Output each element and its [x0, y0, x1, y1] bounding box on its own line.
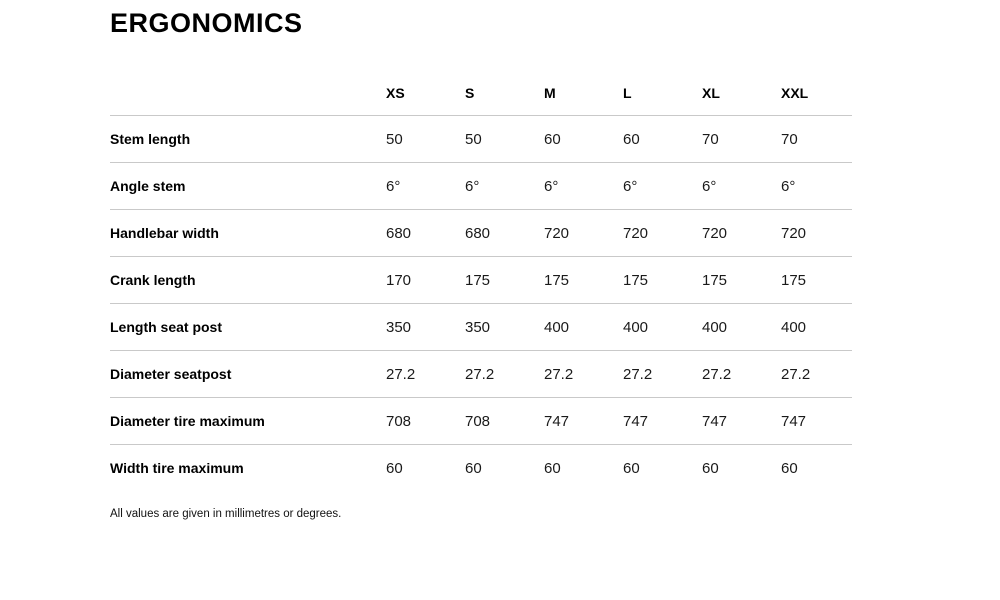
- cell-value: 720: [544, 209, 623, 257]
- footnote: All values are given in millimetres or d…: [110, 507, 342, 520]
- cell-value: 70: [702, 115, 781, 163]
- table-row: Angle stem 6° 6° 6° 6° 6° 6°: [110, 162, 852, 210]
- table-row: Handlebar width 680 680 720 720 720 720: [110, 209, 852, 257]
- cell-value: 6°: [702, 162, 781, 210]
- cell-value: 60: [386, 459, 403, 477]
- cell-value: 6°: [781, 162, 852, 210]
- cell-value: 6°: [623, 162, 702, 210]
- row-label: Handlebar width: [110, 209, 386, 257]
- cell-value: 60: [781, 459, 798, 477]
- cell-value: 60: [544, 115, 623, 163]
- row-label: Stem length: [110, 115, 386, 163]
- row-label: Diameter tire maximum: [110, 397, 386, 445]
- cell-value: 6°: [465, 162, 544, 210]
- cell-value: 400: [623, 303, 702, 351]
- cell-value: 175: [544, 256, 623, 304]
- cell-value: 27.2: [544, 350, 623, 398]
- cell-value: 50: [465, 115, 544, 163]
- row-label: Diameter seatpost: [110, 350, 386, 398]
- cell-value: 70: [781, 115, 852, 163]
- cell-value: 708: [386, 397, 465, 445]
- cell-value: 720: [623, 209, 702, 257]
- page-title: ERGONOMICS: [110, 8, 303, 38]
- cell-value: 720: [781, 209, 852, 257]
- header-empty-cell: [110, 70, 386, 116]
- cell-value: 175: [781, 256, 852, 304]
- cell-value: 400: [702, 303, 781, 351]
- cell-value: 27.2: [702, 350, 781, 398]
- column-header: L: [623, 70, 702, 116]
- row-label: Crank length: [110, 256, 386, 304]
- ergonomics-section: ERGONOMICS XS S M L XL XXL Stem length 50 50 60 6…: [110, 0, 852, 520]
- cell-value: 400: [781, 303, 852, 351]
- cell-value: 747: [544, 397, 623, 445]
- column-header: M: [544, 70, 623, 116]
- cell-value: 27.2: [386, 350, 465, 398]
- cell-value: 350: [465, 303, 544, 351]
- column-header: XS: [386, 70, 465, 116]
- cell-value: 27.2: [781, 350, 852, 398]
- cell-value: 6°: [544, 162, 623, 210]
- table-header-row: XS S M L XL XXL: [110, 70, 852, 116]
- cell-value: 680: [386, 209, 465, 257]
- cell-value: 175: [623, 256, 702, 304]
- cell-value: 747: [781, 397, 852, 445]
- cell-value: 6°: [386, 162, 465, 210]
- table-row: Diameter tire maximum 708 708 747 747 747 747: [110, 397, 852, 445]
- cell-value: 175: [465, 256, 544, 304]
- cell-value: 60: [623, 115, 702, 163]
- row-label: Width tire maximum: [110, 460, 244, 477]
- cell-value: 60: [702, 459, 719, 477]
- cell-value: 747: [623, 397, 702, 445]
- cell-value: 60: [623, 459, 640, 477]
- cell-value: 27.2: [623, 350, 702, 398]
- cell-value: 720: [702, 209, 781, 257]
- cell-value: 60: [465, 459, 482, 477]
- table-row: Diameter seatpost 27.2 27.2 27.2 27.2 27.2 27.…: [110, 350, 852, 398]
- table-body: Stem length 50 50 60 60 70 70 Angle stem 6° 6° 6° 6…: [110, 115, 852, 492]
- cell-value: 170: [386, 256, 465, 304]
- ergonomics-table: XS S M L XL XXL Stem length 50 50 60 60 70 70 Angle …: [110, 70, 852, 492]
- cell-value: 27.2: [465, 350, 544, 398]
- cell-value: 350: [386, 303, 465, 351]
- cell-value: 60: [544, 459, 561, 477]
- cell-value: 400: [544, 303, 623, 351]
- cell-value: 680: [465, 209, 544, 257]
- cell-value: 708: [465, 397, 544, 445]
- cell-value: 50: [386, 115, 465, 163]
- column-header: S: [465, 70, 544, 116]
- column-header: XXL: [781, 70, 852, 116]
- table-row: Length seat post 350 350 400 400 400 400: [110, 303, 852, 351]
- column-header: XL: [702, 70, 781, 116]
- table-row: Stem length 50 50 60 60 70 70: [110, 115, 852, 163]
- cell-value: 175: [702, 256, 781, 304]
- table-row: Crank length 170 175 175 175 175 175: [110, 256, 852, 304]
- row-label: Angle stem: [110, 162, 386, 210]
- cell-value: 747: [702, 397, 781, 445]
- table-row: Width tire maximum 60 60 60 60 60 60: [110, 445, 852, 492]
- row-label: Length seat post: [110, 303, 386, 351]
